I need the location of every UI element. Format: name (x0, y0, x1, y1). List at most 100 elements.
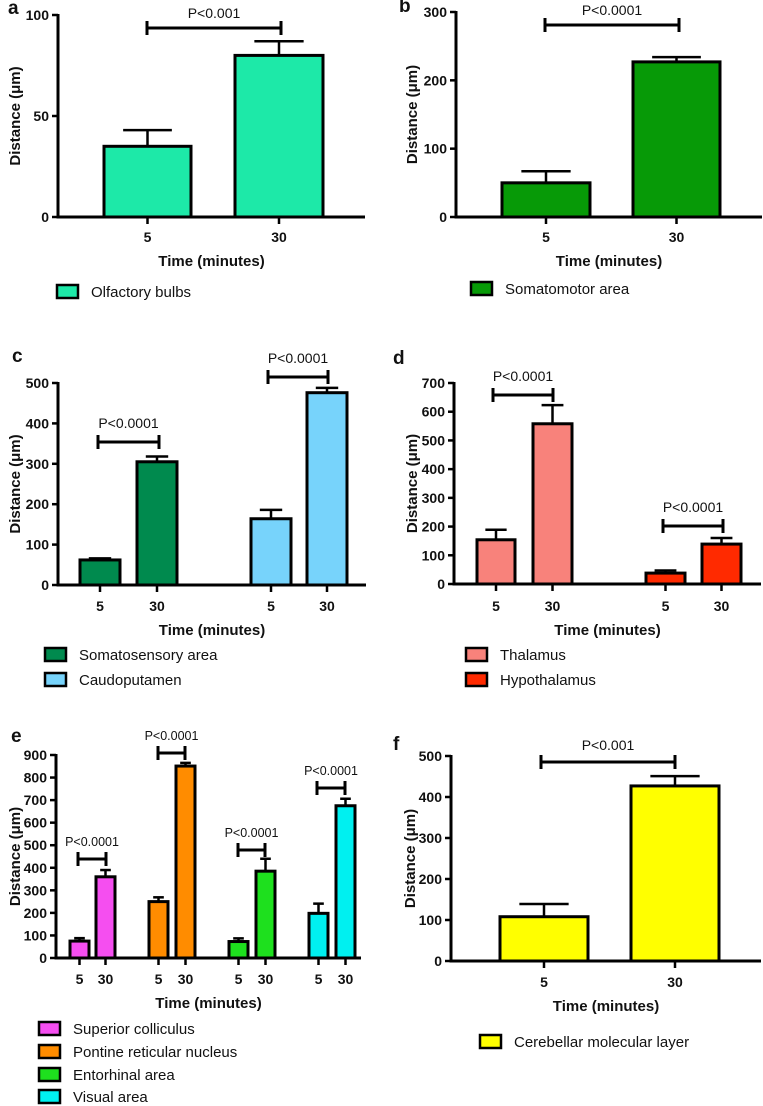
y-tick-label: 0 (41, 209, 49, 225)
legend-swatch (464, 646, 489, 663)
x-axis-title: Time (minutes) (554, 622, 660, 639)
legend-swatch (37, 1066, 62, 1083)
y-tick-label: 400 (422, 461, 446, 477)
series-entorhinal-area: 5 30 P<0.0001 Entorhinal area (37, 826, 279, 1084)
bar (249, 517, 293, 587)
y-axis-title: Distance (μm) (402, 809, 419, 908)
y-tick-label: 0 (434, 953, 442, 969)
x-tick-label: 5 (662, 598, 670, 614)
p-value-label: P<0.0001 (145, 729, 199, 743)
bar (307, 911, 330, 960)
legend-swatch (37, 1088, 62, 1105)
panel-letter: d (393, 348, 405, 369)
series-thalamus: 5 30 P<0.0001 Thalamus (464, 368, 574, 664)
x-tick-label: 30 (669, 229, 685, 245)
series-olfactory-bulbs: 5 30 P<0.001 Olfactory bulbs (55, 5, 325, 301)
x-tick-label: 30 (667, 974, 683, 990)
x-tick-label: 5 (96, 598, 104, 614)
p-value-label: P<0.0001 (663, 499, 724, 515)
y-tick-label: 100 (422, 547, 446, 563)
x-axis-title: Time (minutes) (155, 995, 261, 1012)
legend-label: Superior colliculus (73, 1021, 195, 1038)
x-axis-title: Time (minutes) (159, 622, 265, 639)
bar (94, 875, 117, 960)
bar (629, 784, 721, 963)
y-tick-label: 300 (24, 882, 48, 898)
panel-letter: a (8, 0, 19, 19)
panel-d: d 0 100 200 300 400 500 600 700 5 30 P<0.0001 Thalam… (393, 348, 761, 689)
y-tick-label: 200 (424, 72, 448, 88)
legend-label: Hypothalamus (500, 672, 596, 689)
panel-f: f 0 100 200 300 400 500 5 30 P<0.001 Cerebellar mo… (393, 734, 761, 1051)
bar (78, 558, 122, 587)
y-tick-label: 0 (39, 950, 47, 966)
y-tick-label: 600 (24, 815, 48, 831)
p-value-label: P<0.0001 (98, 415, 159, 431)
series-pontine-reticular-nucleus: 5 30 P<0.0001 Pontine reticular nucleus (37, 729, 237, 1061)
panel-b: b 0 100 200 300 5 30 P<0.0001 Somatomotor area Di… (399, 0, 762, 298)
y-tick-label: 900 (24, 747, 48, 763)
y-tick-label: 600 (422, 404, 446, 420)
legend-label: Thalamus (500, 647, 566, 664)
bar (227, 940, 250, 960)
y-axis-title: Distance (μm) (7, 434, 24, 533)
x-tick-label: 30 (98, 971, 114, 987)
x-tick-label: 30 (258, 971, 274, 987)
x-tick-label: 5 (315, 971, 323, 987)
bar (233, 53, 325, 219)
legend-swatch (37, 1020, 62, 1037)
bar (644, 571, 687, 586)
y-axis-title: Distance (μm) (404, 65, 421, 164)
p-value-label: P<0.0001 (65, 835, 119, 849)
bar (531, 422, 574, 586)
legend-label: Pontine reticular nucleus (73, 1044, 237, 1061)
p-value-label: P<0.0001 (493, 368, 554, 384)
x-tick-label: 5 (144, 229, 152, 245)
x-tick-label: 5 (540, 974, 548, 990)
x-tick-label: 30 (545, 598, 561, 614)
x-tick-label: 5 (492, 598, 500, 614)
legend-label: Caudoputamen (79, 672, 182, 689)
x-axis-title: Time (minutes) (556, 253, 662, 270)
y-tick-label: 400 (24, 860, 48, 876)
bar (475, 538, 517, 586)
legend-swatch (37, 1043, 62, 1060)
y-tick-label: 200 (24, 905, 48, 921)
y-tick-label: 400 (419, 789, 443, 805)
y-tick-label: 500 (26, 375, 50, 391)
y-tick-label: 100 (26, 7, 50, 23)
x-tick-label: 5 (542, 229, 550, 245)
bar (700, 542, 743, 586)
bar (254, 869, 277, 960)
y-tick-label: 300 (26, 456, 50, 472)
y-tick-label: 100 (26, 537, 50, 553)
y-tick-label: 800 (24, 770, 48, 786)
y-tick-label: 500 (419, 748, 443, 764)
bar (334, 804, 357, 960)
bar (135, 460, 179, 587)
y-tick-label: 300 (422, 490, 446, 506)
y-tick-label: 200 (419, 871, 443, 887)
y-tick-label: 0 (439, 209, 447, 225)
legend-swatch (478, 1033, 503, 1050)
legend-swatch (43, 671, 68, 688)
x-tick-label: 5 (235, 971, 243, 987)
x-axis-title: Time (minutes) (553, 998, 659, 1015)
y-tick-label: 100 (424, 141, 448, 157)
x-tick-label: 5 (76, 971, 84, 987)
y-tick-label: 0 (437, 576, 445, 592)
bar (68, 939, 91, 960)
y-tick-label: 300 (424, 4, 448, 20)
panel-c: c 0 100 200 300 400 500 5 30 P<0.0001 Somatosensor… (7, 346, 366, 689)
x-tick-label: 30 (714, 598, 730, 614)
x-tick-label: 30 (338, 971, 354, 987)
bar (147, 900, 170, 960)
legend-label: Olfactory bulbs (91, 284, 191, 301)
y-tick-label: 400 (26, 415, 50, 431)
y-tick-label: 700 (422, 375, 446, 391)
legend-label: Somatosensory area (79, 647, 218, 664)
p-value-label: P<0.0001 (225, 826, 279, 840)
series-visual-area: 5 30 P<0.0001 Visual area (37, 764, 358, 1106)
legend-swatch (43, 646, 68, 663)
